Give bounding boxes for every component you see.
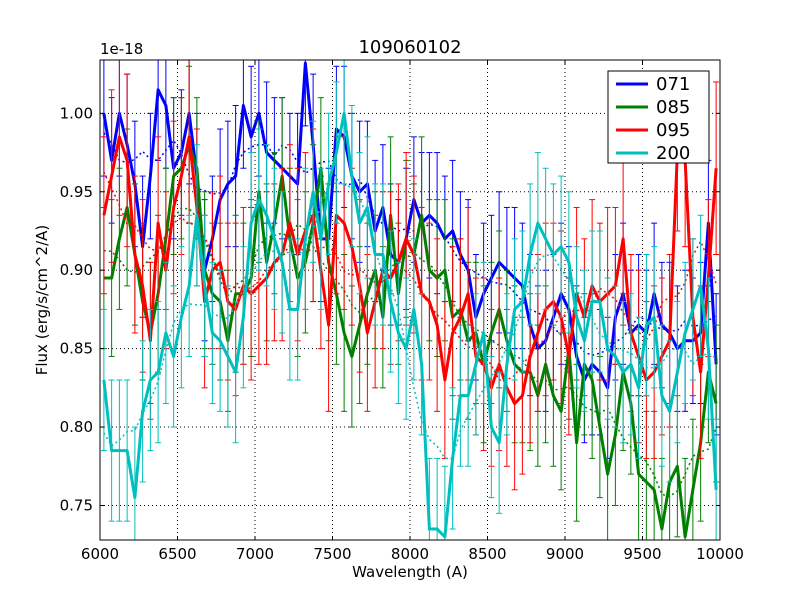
legend-label-200: 200 — [656, 143, 690, 164]
y-tick-label: 1.00 — [60, 104, 93, 122]
legend-label-095: 095 — [656, 120, 690, 141]
series-trend-085 — [103, 207, 717, 498]
series-trend-200 — [103, 182, 717, 460]
series-trend-071 — [103, 132, 717, 357]
y-tick-label: 0.90 — [60, 261, 93, 279]
chart-title: 109060102 — [358, 37, 461, 58]
x-tick-label: 9000 — [546, 545, 584, 563]
legend-label-071: 071 — [656, 74, 690, 95]
series-trend-095 — [103, 171, 717, 381]
x-tick-label: 7000 — [236, 545, 274, 563]
x-tick-label: 6500 — [158, 545, 196, 563]
axis-ticks: 6000 6500 7000 7500 8000 8500 9000 9500 10000 0.7… — [60, 60, 744, 563]
x-tick-label: 9500 — [623, 545, 661, 563]
y-tick-label: 0.80 — [60, 418, 93, 436]
y-tick-label: 0.95 — [60, 183, 93, 201]
legend-label-085: 085 — [656, 97, 690, 118]
x-tick-label: 7500 — [313, 545, 351, 563]
x-tick-label: 8500 — [468, 545, 506, 563]
y-offset-label: 1e-18 — [100, 40, 143, 58]
series-line-200 — [102, 111, 718, 539]
x-tick-label: 10000 — [696, 545, 744, 563]
y-axis-label: Flux (erg/s/cm^2/A) — [33, 225, 51, 376]
x-tick-label: 8000 — [391, 545, 429, 563]
y-tick-label: 0.85 — [60, 340, 93, 358]
x-tick-label: 6000 — [81, 545, 119, 563]
x-axis-label: Wavelength (A) — [352, 563, 468, 581]
y-tick-label: 0.75 — [60, 496, 93, 514]
series-line-071 — [102, 61, 718, 390]
series-200 — [100, 60, 720, 540]
legend-frame — [607, 70, 710, 164]
